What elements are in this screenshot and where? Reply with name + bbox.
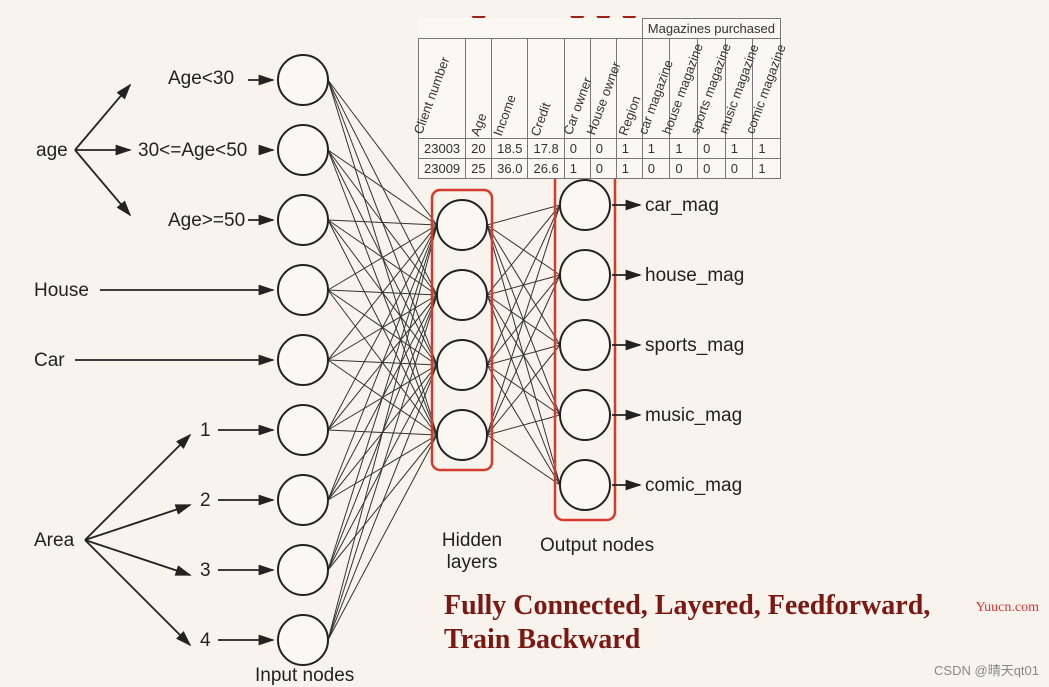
hidden-layers-label: Hidden layers [432, 530, 512, 574]
data-table: Magazines purchased Client numberAgeInco… [418, 18, 781, 179]
input-nodes-label: Input nodes [255, 665, 354, 687]
area-num-2: 3 [200, 560, 211, 582]
area-num-3: 4 [200, 630, 211, 652]
age-label: age [36, 140, 68, 162]
watermark-csdn: CSDN @晴天qt01 [934, 660, 1039, 679]
area-label: Area [34, 530, 74, 552]
area-num-1: 2 [200, 490, 211, 512]
title-line-0: Fully Connected, Layered, Feedforward, [444, 590, 930, 622]
title-line-1: Train Backward [444, 624, 640, 656]
output-label-2: sports_mag [645, 335, 744, 357]
area-num-0: 1 [200, 420, 211, 442]
output-label-3: music_mag [645, 405, 742, 427]
output-label-4: comic_mag [645, 475, 742, 497]
age-opt-2: Age>=50 [168, 210, 245, 232]
house-label: House [34, 280, 89, 302]
output-label-1: house_mag [645, 265, 744, 287]
age-opt-1: 30<=Age<50 [138, 140, 247, 162]
watermark-site: Yuucn.com [976, 600, 1039, 616]
age-opt-0: Age<30 [168, 68, 234, 90]
output-label-0: car_mag [645, 195, 719, 217]
output-nodes-label: Output nodes [540, 535, 654, 557]
car-label: Car [34, 350, 65, 372]
